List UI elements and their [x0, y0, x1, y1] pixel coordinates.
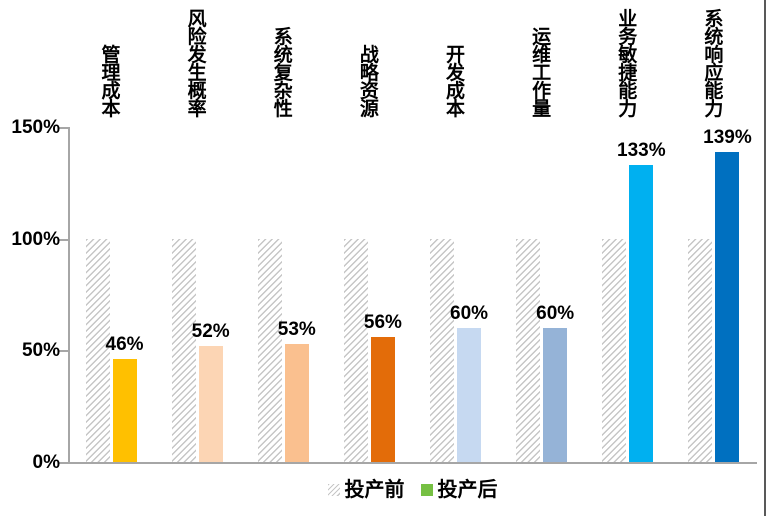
y-tick-label: 100%	[11, 228, 60, 250]
data-label: 53%	[277, 318, 316, 340]
data-label: 133%	[617, 139, 666, 161]
category-label: 管理成本	[101, 45, 121, 120]
data-label: 56%	[363, 311, 402, 333]
y-tick-mark	[59, 127, 69, 129]
data-label: 60%	[536, 303, 575, 324]
category-label: 业务敏捷能力	[618, 9, 638, 120]
y-tick-mark	[59, 238, 69, 241]
y-tick-label: 150%	[11, 117, 60, 138]
bar-after	[112, 359, 137, 462]
bar-after	[629, 164, 654, 462]
green-swatch-icon	[420, 484, 433, 496]
bar-before	[85, 238, 110, 462]
bar-before	[516, 238, 541, 462]
legend-item-before: 投产前	[327, 479, 405, 501]
legend-item-after: 投产后	[420, 479, 498, 501]
bar-after	[198, 345, 223, 462]
bar-before	[602, 238, 627, 462]
y-tick-label: 0%	[32, 452, 60, 473]
x-axis-line	[68, 462, 757, 464]
category-label: 战略资源	[359, 45, 379, 120]
y-tick-mark	[59, 462, 69, 464]
bar-before	[430, 238, 455, 462]
bar-before	[171, 238, 196, 462]
bar-before	[257, 238, 282, 462]
y-tick-mark	[59, 350, 69, 353]
bar-before	[688, 238, 713, 462]
data-label: 46%	[105, 334, 144, 356]
right-border-line	[764, 0, 766, 516]
legend-label-after: 投产后	[437, 479, 498, 501]
category-label: 运维工作量	[532, 27, 552, 120]
category-label: 开发成本	[446, 45, 466, 120]
bar-after	[457, 328, 482, 462]
legend-label-before: 投产前	[344, 479, 405, 501]
category-label: 系统响应能力	[704, 9, 724, 120]
bar-after	[370, 336, 395, 462]
data-label: 60%	[450, 303, 489, 324]
y-tick-label: 50%	[21, 340, 60, 362]
hatch-swatch-icon	[327, 484, 340, 496]
bar-after	[284, 343, 309, 462]
y-axis-line	[68, 127, 70, 462]
data-label: 139%	[703, 126, 752, 148]
data-label: 52%	[191, 320, 230, 342]
legend: 投产前 投产后	[68, 477, 757, 503]
bar-after	[715, 151, 740, 462]
category-label: 风险发生概率	[187, 9, 207, 120]
category-label: 系统复杂性	[273, 27, 293, 120]
bar-before	[343, 238, 368, 462]
bar-after	[543, 328, 568, 462]
